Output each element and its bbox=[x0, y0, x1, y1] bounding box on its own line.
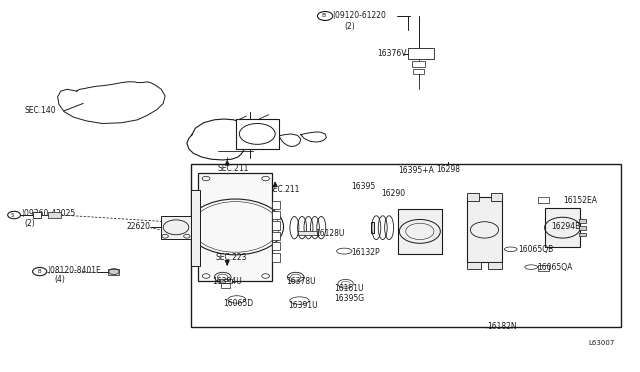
Text: (2): (2) bbox=[24, 219, 35, 228]
Text: (2): (2) bbox=[344, 22, 355, 31]
Text: SEC.211: SEC.211 bbox=[218, 164, 249, 173]
Text: 16376V: 16376V bbox=[378, 49, 407, 58]
Bar bbox=[488, 262, 502, 269]
Bar bbox=[236, 119, 279, 149]
Text: 16161U: 16161U bbox=[334, 284, 364, 293]
Bar bbox=[272, 242, 280, 250]
Text: 16395+A: 16395+A bbox=[398, 166, 434, 175]
Bar bbox=[191, 164, 621, 327]
Bar bbox=[467, 262, 481, 269]
Bar bbox=[467, 197, 502, 262]
Text: 16128U: 16128U bbox=[315, 229, 344, 238]
Text: B: B bbox=[38, 269, 42, 274]
Bar bbox=[467, 193, 479, 201]
Text: 16395G: 16395G bbox=[334, 294, 364, 303]
Bar bbox=[491, 193, 502, 201]
Bar bbox=[412, 61, 425, 67]
Bar bbox=[579, 232, 586, 236]
Bar bbox=[272, 211, 280, 219]
Bar bbox=[538, 265, 549, 271]
Text: SEC.223: SEC.223 bbox=[216, 253, 247, 262]
Text: L63007: L63007 bbox=[589, 340, 615, 346]
Bar bbox=[272, 221, 280, 230]
Bar bbox=[161, 216, 191, 239]
Text: (4): (4) bbox=[54, 275, 65, 284]
Bar bbox=[221, 283, 230, 288]
Bar bbox=[545, 208, 580, 247]
Text: 16290: 16290 bbox=[381, 189, 406, 198]
Text: 16152EA: 16152EA bbox=[563, 196, 597, 205]
Text: 22620: 22620 bbox=[127, 222, 151, 231]
Text: SEC.211: SEC.211 bbox=[269, 185, 300, 194]
Text: 16065D: 16065D bbox=[223, 299, 253, 308]
Text: 16378U: 16378U bbox=[286, 278, 316, 286]
Text: SEC.140: SEC.140 bbox=[24, 106, 56, 115]
Text: )08120-8401E: )08120-8401E bbox=[47, 266, 101, 275]
Bar bbox=[413, 69, 424, 74]
Text: 16132P: 16132P bbox=[351, 248, 380, 257]
Bar bbox=[298, 231, 317, 235]
Bar bbox=[579, 226, 586, 230]
Bar bbox=[198, 173, 272, 281]
Bar bbox=[272, 201, 280, 209]
Bar bbox=[408, 48, 434, 59]
Bar bbox=[219, 279, 232, 283]
Text: 16394U: 16394U bbox=[212, 278, 242, 286]
Text: )09360-42025: )09360-42025 bbox=[21, 209, 76, 218]
Bar bbox=[272, 253, 280, 262]
Text: 16065QB: 16065QB bbox=[518, 245, 554, 254]
Bar bbox=[538, 197, 549, 203]
Bar bbox=[191, 190, 200, 266]
Bar bbox=[108, 269, 119, 275]
Bar bbox=[33, 212, 41, 218]
Bar bbox=[371, 222, 374, 233]
Text: 16182N: 16182N bbox=[488, 322, 517, 331]
Text: 16294B: 16294B bbox=[552, 222, 581, 231]
Bar bbox=[272, 232, 280, 240]
Text: )09120-61220: )09120-61220 bbox=[333, 12, 387, 20]
Text: S: S bbox=[11, 212, 15, 218]
Bar bbox=[579, 219, 586, 223]
Text: B: B bbox=[322, 13, 326, 19]
Text: 16298: 16298 bbox=[436, 165, 461, 174]
Bar bbox=[398, 209, 442, 254]
Text: 16391U: 16391U bbox=[288, 301, 317, 310]
Bar bbox=[48, 212, 61, 218]
Text: 16065QA: 16065QA bbox=[538, 263, 573, 272]
Text: 16395: 16395 bbox=[351, 182, 375, 190]
